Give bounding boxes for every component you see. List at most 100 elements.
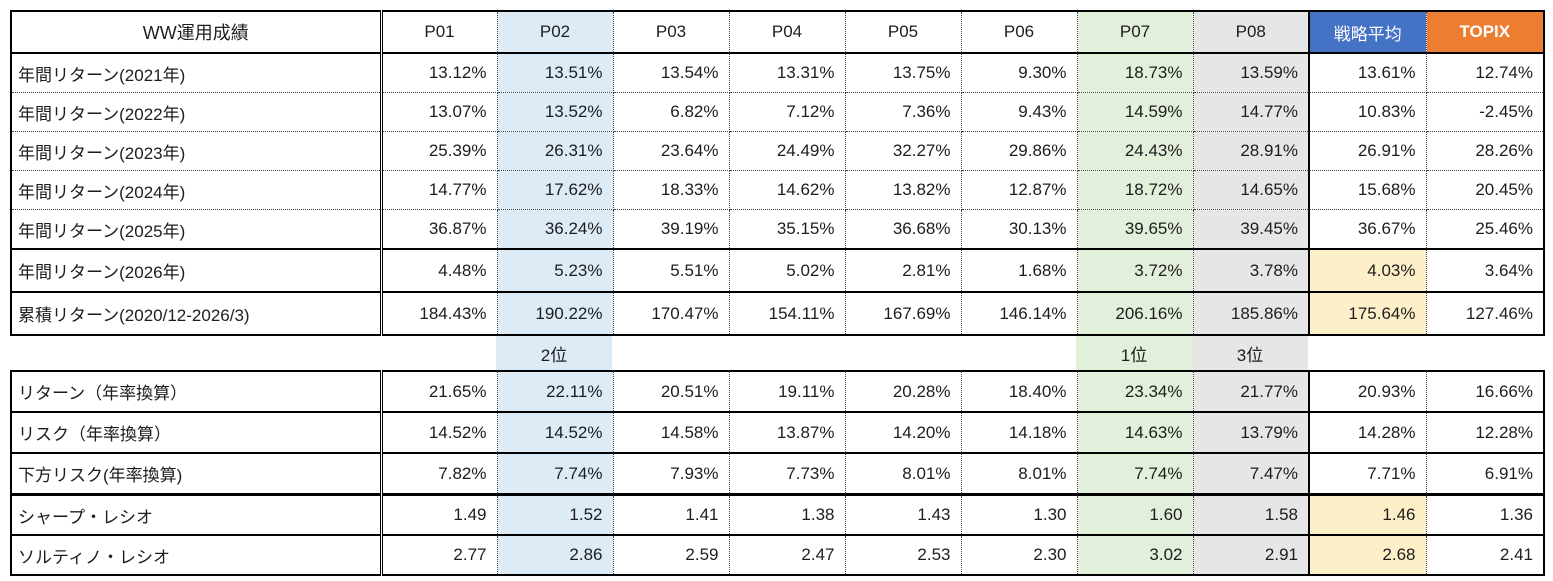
cell: 22.11% — [497, 371, 614, 412]
cell: -2.45% — [1426, 92, 1544, 132]
cell: 18.33% — [613, 170, 730, 210]
cell: 29.86% — [961, 131, 1078, 171]
cell: 170.47% — [613, 291, 730, 335]
cell: 14.52% — [497, 411, 614, 453]
cell: 1.30 — [961, 493, 1078, 535]
cell: 2.53 — [845, 534, 962, 575]
col-header-p05: P05 — [845, 11, 962, 54]
cell: 20.93% — [1309, 371, 1427, 412]
row-annual-return-2024: 年間リターン(2024年) 14.77% 17.62% 18.33% 14.62… — [11, 170, 1544, 210]
cell: 6.82% — [613, 92, 730, 132]
row-label: 年間リターン(2025年) — [11, 209, 383, 249]
cell: 14.20% — [845, 411, 962, 453]
cell: 21.77% — [1193, 371, 1310, 412]
cell: 13.54% — [613, 53, 730, 93]
cell: 7.47% — [1193, 452, 1310, 495]
cell: 206.16% — [1077, 291, 1194, 335]
cell: 14.28% — [1309, 411, 1427, 453]
row-annual-return-2021: 年間リターン(2021年) 13.12% 13.51% 13.54% 13.31… — [11, 53, 1544, 93]
cell: 1.38 — [729, 493, 846, 535]
cell: 24.49% — [729, 131, 846, 171]
cell: 7.74% — [497, 452, 614, 495]
cell: 190.22% — [497, 291, 614, 335]
row-label: 年間リターン(2021年) — [11, 53, 383, 93]
cell: 14.18% — [961, 411, 1078, 453]
col-header-p08: P08 — [1193, 11, 1310, 54]
col-header-p01: P01 — [381, 11, 498, 54]
cell: 28.91% — [1193, 131, 1310, 171]
cell: 10.83% — [1309, 92, 1427, 132]
cell: 127.46% — [1426, 291, 1544, 335]
cell: 3.78% — [1193, 248, 1310, 292]
rank-spacer — [612, 336, 728, 370]
row-return-annualized: リターン（年率換算） 21.65% 22.11% 20.51% 19.11% 2… — [11, 371, 1544, 412]
cell: 2.81% — [845, 248, 962, 292]
annual-returns-table: WW運用成績 P01 P02 P03 P04 P05 P06 P07 P08 戦… — [10, 10, 1545, 336]
cell: 14.63% — [1077, 411, 1194, 453]
cell: 18.40% — [961, 371, 1078, 412]
cell: 1.41 — [613, 493, 730, 535]
cell: 36.24% — [497, 209, 614, 249]
cell: 13.79% — [1193, 411, 1310, 453]
row-annual-return-2026: 年間リターン(2026年) 4.48% 5.23% 5.51% 5.02% 2.… — [11, 248, 1544, 292]
cell: 19.11% — [729, 371, 846, 412]
cell: 14.52% — [381, 411, 498, 453]
row-annual-return-2023: 年間リターン(2023年) 25.39% 26.31% 23.64% 24.49… — [11, 131, 1544, 171]
cell: 13.07% — [381, 92, 498, 132]
cell: 16.66% — [1475, 381, 1533, 401]
cell: 13.51% — [497, 53, 614, 93]
cell: 185.86% — [1193, 291, 1310, 335]
row-label: 年間リターン(2023年) — [11, 131, 383, 171]
cell: 1.68% — [961, 248, 1078, 292]
cell: 13.75% — [845, 53, 962, 93]
cell: 14.65% — [1193, 170, 1310, 210]
cell: 5.51% — [613, 248, 730, 292]
cell: 2.86 — [497, 534, 614, 575]
cell: 167.69% — [845, 291, 962, 335]
cell: 14.58% — [613, 411, 730, 453]
cell: 36.87% — [381, 209, 498, 249]
cell: 7.36% — [845, 92, 962, 132]
rank-spacer — [960, 336, 1076, 370]
cell: 12.28% — [1426, 411, 1544, 453]
row-risk-annualized: リスク（年率換算） 14.52% 14.52% 14.58% 13.87% 14… — [11, 411, 1544, 453]
cell: 5.02% — [729, 248, 846, 292]
rank-badge-p02: 2位 — [496, 336, 612, 370]
cell: 14.77% — [381, 170, 498, 210]
cell: 2.68 — [1309, 534, 1427, 575]
cell: 154.11% — [729, 291, 846, 335]
cell: 13.31% — [729, 53, 846, 93]
rank-spacer — [1308, 336, 1425, 370]
cell: 26.91% — [1309, 131, 1427, 171]
col-header-p07: P07 — [1077, 11, 1194, 54]
cell: 4.48% — [381, 248, 498, 292]
col-header-p02: P02 — [497, 11, 614, 54]
row-label: 年間リターン(2024年) — [11, 170, 383, 210]
cell: 14.77% — [1193, 92, 1310, 132]
cell: 20.45% — [1426, 170, 1544, 210]
cell: 8.01% — [961, 452, 1078, 495]
cell: 7.93% — [613, 452, 730, 495]
cell: 1.52 — [497, 493, 614, 535]
cell: 2.47 — [729, 534, 846, 575]
rank-spacer — [10, 336, 380, 370]
cell: 23.34% — [1077, 371, 1194, 412]
cell: 1.58 — [1193, 493, 1310, 535]
cell: 25.39% — [381, 131, 498, 171]
cell: 1.46 — [1309, 493, 1427, 535]
cell: 5.23% — [497, 248, 614, 292]
row-label: シャープ・レシオ — [11, 493, 383, 535]
cell: 17.62% — [497, 170, 614, 210]
cell: 36.67% — [1309, 209, 1427, 249]
row-label: リターン（年率換算） — [11, 371, 383, 412]
cell: 13.61% — [1309, 53, 1427, 93]
header-row: WW運用成績 P01 P02 P03 P04 P05 P06 P07 P08 戦… — [11, 11, 1544, 54]
cell: 4.03% — [1309, 248, 1427, 292]
row-cumulative-return: 累積リターン(2020/12-2026/3) 184.43% 190.22% 1… — [11, 291, 1544, 335]
cell: 13.52% — [497, 92, 614, 132]
cell: 13.87% — [729, 411, 846, 453]
cell: 36.68% — [845, 209, 962, 249]
cell: 32.27% — [845, 131, 962, 171]
annualized-stats-table: リターン（年率換算） 21.65% 22.11% 20.51% 19.11% 2… — [10, 370, 1545, 576]
